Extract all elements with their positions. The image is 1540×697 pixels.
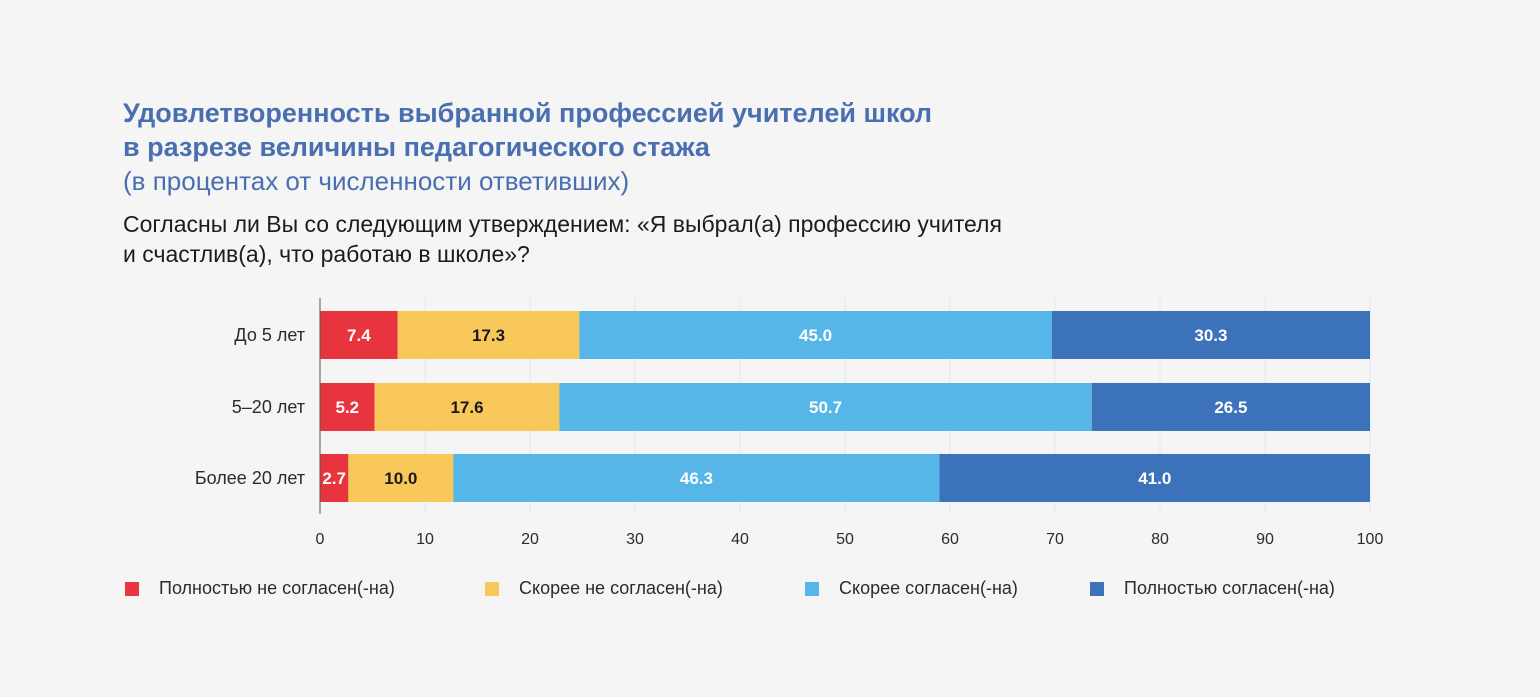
- x-tick-label: 30: [626, 531, 644, 548]
- data-label: 2.7: [322, 469, 346, 488]
- legend-label: Скорее не согласен(-на): [519, 578, 723, 598]
- data-label: 50.7: [809, 398, 842, 417]
- data-label: 26.5: [1214, 398, 1247, 417]
- chart-title: Удовлетворенность выбранной профессией у…: [123, 96, 932, 164]
- legend-item: Скорее не согласен(-на): [485, 578, 723, 599]
- survey-question-line-1: Согласны ли Вы со следующим утверждением…: [123, 211, 1002, 237]
- legend-item: Скорее согласен(-на): [805, 578, 1018, 599]
- bars: [320, 311, 1370, 502]
- legend-swatch: [805, 581, 819, 596]
- bar-segment: [374, 383, 560, 431]
- bar-segment: [397, 311, 580, 359]
- category-label: До 5 лет: [234, 325, 305, 345]
- bar-segment: [579, 311, 1052, 359]
- bar-segment: [320, 311, 398, 359]
- chart-title-line-1: Удовлетворенность выбранной профессией у…: [123, 98, 933, 128]
- survey-question: Согласны ли Вы со следующим утверждением…: [123, 209, 1002, 269]
- legend-swatch: [1090, 581, 1104, 596]
- legend-item: Полностью согласен(-на): [1090, 578, 1335, 599]
- value-labels: 7.4 17.3 45.0 30.3 5.2 17.6 50.7 26.5 2.7 10.0 46.…: [322, 326, 1247, 488]
- legend-label: Полностью согласен(-на): [1124, 578, 1335, 598]
- x-tick-label: 80: [1151, 531, 1169, 548]
- x-tick-label: 60: [941, 531, 959, 548]
- bar-segment: [1091, 383, 1370, 431]
- data-label: 45.0: [799, 326, 832, 345]
- bar-segment: [939, 454, 1370, 502]
- chart-subtitle: (в процентах от численности ответивших): [123, 166, 630, 196]
- x-tick-label: 10: [416, 531, 434, 548]
- data-label: 17.6: [450, 398, 483, 417]
- legend-item: Полностью не согласен(-на): [125, 578, 395, 599]
- data-label: 17.3: [472, 326, 505, 345]
- axes: 0 10 20 30 40 50 60 70 80 90 100 До 5 лет 5–20 лет Бо…: [195, 298, 1384, 548]
- data-label: 5.2: [335, 398, 359, 417]
- x-tick-label: 0: [316, 531, 325, 548]
- legend-swatch: [485, 581, 499, 596]
- x-tick-label: 20: [521, 531, 539, 548]
- category-label: 5–20 лет: [232, 397, 305, 417]
- data-label: 30.3: [1194, 326, 1227, 345]
- legend-label: Скорее согласен(-на): [839, 578, 1018, 598]
- x-tick-label: 50: [836, 531, 854, 548]
- x-tick-label: 90: [1256, 531, 1274, 548]
- x-tick-label: 100: [1357, 531, 1384, 548]
- bar-segment: [559, 383, 1092, 431]
- bar-segment: [320, 383, 375, 431]
- legend-swatch: [125, 581, 139, 596]
- x-tick-label: 40: [731, 531, 749, 548]
- chart-title-line-2: в разрезе величины педагогического стажа: [123, 132, 710, 162]
- survey-question-line-2: и счастлив(а), что работаю в школе»?: [123, 241, 530, 267]
- bar-segment: [453, 454, 940, 502]
- legend: Полностью не согласен(-на) Скорее не согл…: [0, 578, 1540, 602]
- data-label: 46.3: [680, 469, 713, 488]
- data-label: 41.0: [1138, 469, 1171, 488]
- bar-segment: [1051, 311, 1370, 359]
- data-label: 10.0: [384, 469, 417, 488]
- data-label: 7.4: [347, 326, 371, 345]
- bar-segment: [320, 454, 349, 502]
- category-label: Более 20 лет: [195, 468, 305, 488]
- x-tick-label: 70: [1046, 531, 1064, 548]
- bar-segment: [348, 454, 454, 502]
- legend-label: Полностью не согласен(-на): [159, 578, 395, 598]
